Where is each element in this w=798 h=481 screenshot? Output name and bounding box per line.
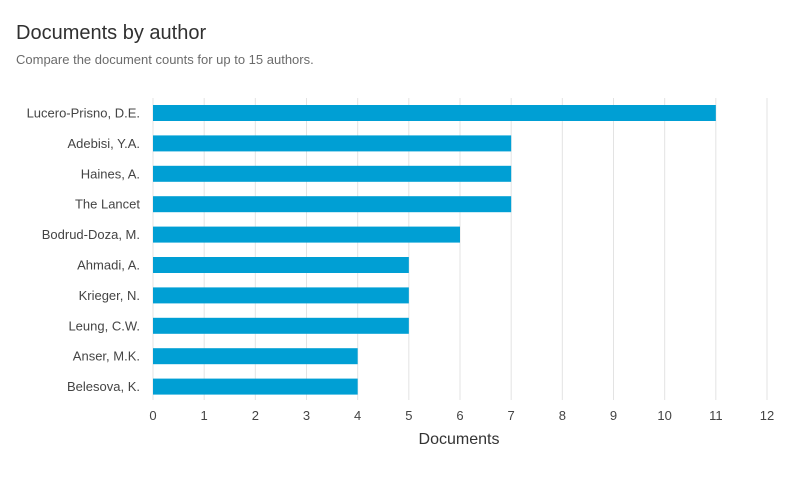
category-label: Haines, A.: [81, 166, 140, 181]
category-label: Krieger, N.: [79, 288, 140, 303]
x-tick-label: 10: [657, 408, 671, 423]
x-tick-label: 11: [709, 408, 723, 423]
bar: [153, 105, 716, 121]
x-tick-label: 4: [354, 408, 361, 423]
category-label: Belesova, K.: [67, 379, 140, 394]
x-tick-label: 6: [456, 408, 463, 423]
bar: [153, 226, 460, 243]
category-label: Anser, M.K.: [73, 349, 140, 364]
x-tick-label: 12: [760, 408, 774, 423]
x-tick-label: 0: [149, 408, 156, 423]
category-labels: Lucero-Prisno, D.E. Adebisi, Y.A. Haines, …: [27, 106, 141, 395]
category-label: Leung, C.W.: [68, 318, 140, 333]
category-label: The Lancet: [75, 197, 140, 212]
bar: [153, 287, 409, 304]
category-label: Bodrud-Doza, M.: [42, 227, 140, 242]
bar: [153, 317, 409, 334]
x-tick-label: 2: [252, 408, 259, 423]
category-label: Adebisi, Y.A.: [67, 136, 140, 151]
x-tick-labels: 0 1 2 3 4 5 6 7 8 9 10 11 12: [149, 408, 774, 423]
x-axis-title: Documents: [419, 431, 500, 448]
x-tick-label: 5: [405, 408, 412, 423]
category-label: Ahmadi, A.: [77, 258, 140, 273]
bar: [153, 165, 512, 182]
x-tick-label: 9: [610, 408, 617, 423]
category-label: Lucero-Prisno, D.E.: [27, 106, 140, 121]
x-tick-label: 1: [201, 408, 208, 423]
x-tick-label: 3: [303, 408, 310, 423]
chart-title: Documents by author: [16, 22, 207, 44]
bar: [153, 196, 512, 213]
bar: [153, 348, 358, 365]
chart-subtitle: Compare the document counts for up to 15…: [16, 52, 314, 67]
bar: [153, 378, 358, 395]
x-tick-label: 8: [559, 408, 566, 423]
bars: [153, 105, 716, 395]
x-tick-label: 7: [508, 408, 515, 423]
bar: [153, 135, 512, 152]
bar: [153, 257, 409, 273]
